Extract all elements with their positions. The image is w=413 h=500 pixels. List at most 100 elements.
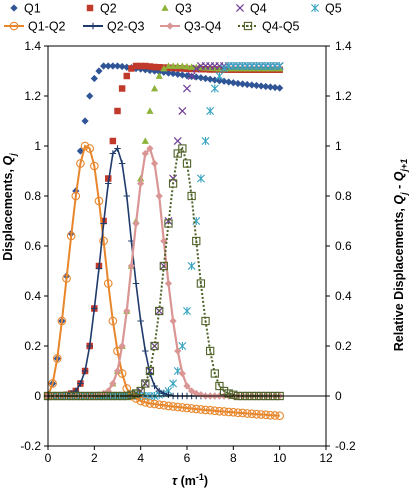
legend-item-Q3: Q3 bbox=[161, 2, 192, 16]
legend-label-Q4: Q4 bbox=[250, 2, 267, 16]
data-point-Q4-Q5-dot bbox=[130, 393, 133, 396]
data-point-Q1 bbox=[76, 147, 85, 155]
y-right-tick-label: 0.8 bbox=[335, 189, 352, 203]
x-axis-title-unit-exp: -1 bbox=[196, 472, 204, 482]
x-tick-label: 10 bbox=[273, 451, 287, 465]
y-left-tick-label: 0.2 bbox=[24, 339, 41, 353]
data-point-Q3 bbox=[146, 107, 154, 114]
data-point-Q4 bbox=[164, 216, 173, 226]
data-point-Q4-Q5 bbox=[145, 366, 155, 376]
data-point-Q1 bbox=[81, 117, 89, 125]
legend-marker-Q3-Q4 bbox=[166, 22, 174, 30]
data-point-Q1 bbox=[90, 74, 98, 83]
data-point-Q1 bbox=[109, 62, 117, 70]
data-point-Q4-Q5 bbox=[168, 179, 178, 188]
data-point-Q1 bbox=[183, 72, 191, 80]
data-point-Q1-Q2 bbox=[256, 410, 266, 419]
legend-label-Q4-Q5: Q4-Q5 bbox=[262, 20, 300, 34]
data-point-Q1-Q2 bbox=[233, 408, 243, 418]
data-point-Q4-Q5 bbox=[127, 390, 136, 399]
x-axis-title-unit: (m bbox=[181, 474, 196, 488]
data-point-Q1-Q2 bbox=[242, 409, 252, 418]
data-point-Q3-Q4 bbox=[174, 347, 182, 355]
data-point-Q3-Q4 bbox=[141, 149, 149, 158]
data-point-Q1 bbox=[220, 77, 228, 85]
data-point-Q1-Q2 bbox=[210, 406, 220, 416]
data-point-Q4-Q5 bbox=[201, 316, 210, 326]
y-right-tick-label: -0.2 bbox=[335, 439, 356, 453]
data-point-Q3 bbox=[188, 63, 196, 70]
x-tick-label: 8 bbox=[230, 451, 237, 465]
data-point-Q1-Q2 bbox=[52, 354, 62, 363]
data-point-Q5 bbox=[215, 72, 224, 80]
legend-marker-Q1-Q2 bbox=[9, 21, 19, 31]
data-point-Q4-Q5 bbox=[229, 390, 238, 399]
y-left-tick-label: 0.8 bbox=[24, 189, 41, 203]
y-right-title-q1: Q bbox=[392, 195, 406, 205]
data-point-Q3-Q4 bbox=[132, 219, 140, 228]
data-point-Q4-Q5-dot bbox=[232, 393, 235, 396]
data-point-Q4 bbox=[182, 84, 192, 93]
data-point-Q3-Q4 bbox=[178, 369, 186, 378]
data-point-Q2-Q3 bbox=[81, 367, 89, 375]
data-point-Q4-Q5-dot bbox=[223, 390, 225, 392]
x-tick-label: 2 bbox=[91, 451, 98, 465]
x-axis-title-close: ) bbox=[204, 474, 208, 488]
data-point-Q5 bbox=[201, 137, 210, 145]
x-tick-label: 4 bbox=[137, 451, 144, 465]
data-point-Q2-Q3 bbox=[95, 265, 103, 272]
y-left-axis-title: Displacements, Qj bbox=[1, 153, 18, 261]
data-point-Q5 bbox=[169, 379, 178, 388]
data-point-Q2-Q3 bbox=[109, 150, 117, 157]
data-point-Q2-Q3 bbox=[137, 317, 144, 325]
data-point-Q1 bbox=[95, 67, 103, 75]
y-right-axis-title: Relative Displacements, Qj - Qj+1 bbox=[392, 159, 409, 351]
data-point-Q5 bbox=[183, 307, 191, 315]
data-point-Q5 bbox=[206, 107, 215, 115]
data-point-Q4-Q5 bbox=[206, 346, 215, 356]
data-point-Q4-Q5 bbox=[215, 381, 224, 391]
data-point-Q1-Q2 bbox=[168, 402, 178, 411]
data-point-Q3-Q4 bbox=[155, 192, 163, 200]
data-point-Q3-Q4 bbox=[137, 179, 145, 188]
data-point-Q1-Q2 bbox=[57, 316, 67, 326]
data-point-Q3 bbox=[183, 62, 191, 70]
data-point-Q3 bbox=[178, 62, 186, 69]
data-point-Q1 bbox=[178, 71, 186, 79]
data-point-Q4-Q5-dot bbox=[186, 162, 188, 165]
data-point-Q5 bbox=[196, 174, 205, 183]
y-right-title-q2: Q bbox=[392, 171, 406, 181]
data-point-Q3 bbox=[169, 62, 177, 69]
y-right-tick-label: 0.2 bbox=[335, 339, 352, 353]
data-point-Q5 bbox=[220, 64, 229, 73]
data-point-Q4-Q5 bbox=[178, 144, 187, 153]
data-point-Q2 bbox=[109, 137, 117, 145]
data-point-Q1-Q2 bbox=[48, 379, 57, 388]
legend-label-Q5: Q5 bbox=[325, 2, 342, 16]
data-point-Q1-Q2 bbox=[80, 141, 90, 151]
y-left-tick-label: 1.4 bbox=[24, 39, 41, 53]
legend-item-Q2: Q2 bbox=[86, 2, 117, 16]
data-point-Q1-Q2 bbox=[229, 407, 238, 417]
y-right-title-text: Relative Displacements, bbox=[392, 205, 406, 352]
data-point-Q4-Q5-dot bbox=[204, 320, 207, 322]
series-Q1-Q2 bbox=[43, 141, 284, 421]
data-point-Q1-Q2 bbox=[103, 279, 113, 288]
data-point-Q4-Q5-dot bbox=[149, 370, 151, 372]
data-point-Q4-Q5 bbox=[159, 261, 168, 271]
data-point-Q1-Q2 bbox=[215, 406, 224, 416]
data-point-Q3-Q4 bbox=[150, 159, 159, 168]
data-point-Q1-Q2 bbox=[99, 236, 108, 246]
data-point-Q4 bbox=[187, 71, 196, 81]
data-point-Q1-Q2 bbox=[266, 410, 275, 420]
data-point-Q1 bbox=[118, 62, 126, 71]
data-point-Q4-Q5 bbox=[219, 386, 229, 396]
data-point-Q2-Q3 bbox=[114, 145, 121, 152]
data-point-Q4 bbox=[173, 136, 182, 146]
y-right-tick-label: 1.4 bbox=[335, 39, 352, 53]
data-point-Q1 bbox=[257, 82, 265, 90]
data-point-Q5 bbox=[210, 84, 219, 93]
data-point-Q1 bbox=[100, 62, 108, 70]
y-right-tick-label: 0.4 bbox=[335, 289, 352, 303]
data-point-Q1 bbox=[197, 74, 205, 82]
